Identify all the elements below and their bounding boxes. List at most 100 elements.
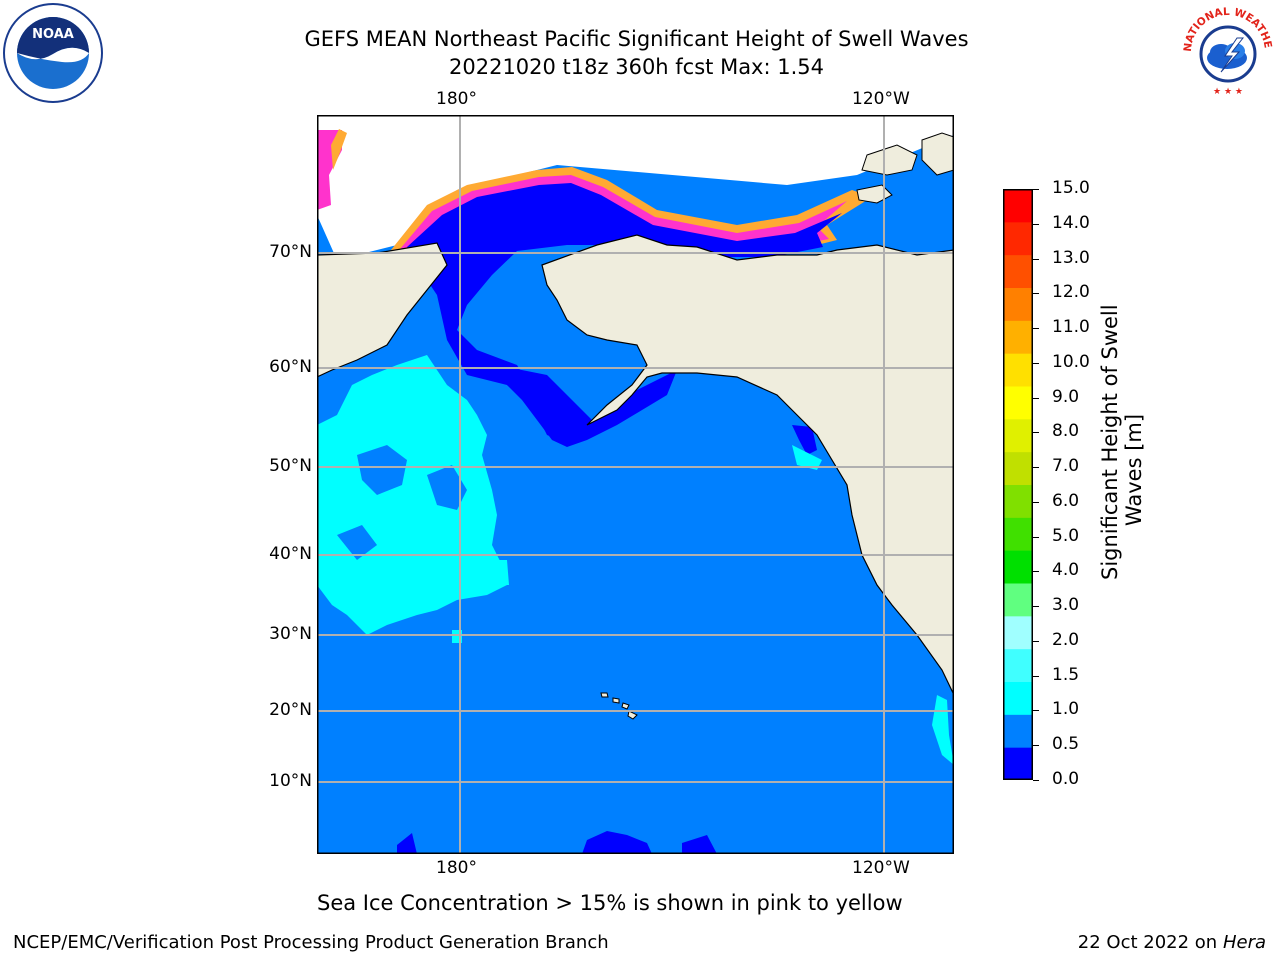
ocean-hole-2 [427, 465, 467, 510]
nws-logo: NATIONAL WEATHER SERVICE ★ ★ ★ [1173, 0, 1279, 102]
svg-text:★ ★ ★: ★ ★ ★ [1213, 87, 1243, 97]
lat-label-20n: 20°N [269, 700, 312, 720]
colorbar-border [1003, 189, 1033, 780]
colorbar-tick-label: 3.0 [1052, 595, 1080, 615]
sea-ice-west-orange [331, 129, 347, 170]
lon-label-bottom-120w: 120°W [852, 858, 910, 878]
colorbar-tick-mark [1033, 676, 1039, 677]
colorbar-title-line1: Significant Height of Swell [1098, 304, 1122, 580]
land-arctic-island-1 [861, 144, 918, 176]
colorbar-tick-label: 12.0 [1052, 282, 1090, 302]
colorbar-tick-label: 10.0 [1052, 352, 1090, 372]
colorbar-swatch [1003, 353, 1033, 387]
colorbar-tick-label: 14.0 [1052, 213, 1090, 233]
colorbar-title: Significant Height of Swell Waves [m] [1098, 304, 1146, 580]
graticule [317, 115, 954, 854]
colorbar-swatch [1003, 615, 1033, 650]
colorbar-swatch [1003, 714, 1033, 748]
colorbar-tick-mark [1033, 224, 1039, 225]
cyan-swell-south [932, 695, 954, 765]
lat-label-70n: 70°N [269, 242, 312, 262]
colorbar-tick-label: 5.0 [1052, 526, 1080, 546]
colorbar-swatch [1003, 517, 1033, 551]
lat-label-60n: 60°N [269, 357, 312, 377]
coastal-low-swell [792, 425, 817, 455]
land-siberia [316, 242, 448, 378]
colorbar-swatch [1003, 418, 1033, 453]
colorbar-tick-label: 0.5 [1052, 734, 1080, 754]
map-panel [316, 115, 955, 854]
polar-region [317, 115, 954, 260]
colorbar-tick-label: 15.0 [1052, 178, 1090, 198]
footer-date: 22 Oct 2022 on Hera [1078, 932, 1266, 953]
south-low-swell [397, 831, 717, 854]
colorbar-tick-label: 1.5 [1052, 665, 1080, 685]
colorbar [1003, 189, 1033, 781]
colorbar-tick-mark [1033, 606, 1039, 607]
colorbar-swatch [1003, 320, 1033, 354]
colorbar-title-line2: Waves [m] [1122, 413, 1146, 527]
colorbar-tick-label: 8.0 [1052, 421, 1080, 441]
colorbar-swatch [1003, 386, 1033, 420]
colorbar-tick-label: 1.0 [1052, 699, 1080, 719]
colorbar-swatch [1003, 484, 1033, 518]
map-border [317, 115, 954, 854]
lat-label-10n: 10°N [269, 771, 312, 791]
colorbar-tick-label: 7.0 [1052, 456, 1080, 476]
colorbar-swatch [1003, 747, 1033, 781]
colorbar-tick-mark [1033, 328, 1039, 329]
lat-label-40n: 40°N [269, 544, 312, 564]
colorbar-tick-label: 2.0 [1052, 630, 1080, 650]
ocean-hole-3 [337, 525, 377, 560]
colorbar-tick-mark [1033, 502, 1039, 503]
footer-branch: NCEP/EMC/Verification Post Processing Pr… [13, 932, 609, 953]
colorbar-tick-mark [1033, 780, 1039, 781]
lat-label-30n: 30°N [269, 624, 312, 644]
colorbar-tick-mark [1033, 710, 1039, 711]
colorbar-swatch [1003, 189, 1033, 223]
noaa-logo: NOAA [2, 2, 104, 104]
colorbar-tick-mark [1033, 745, 1039, 746]
colorbar-tick-mark [1033, 641, 1039, 642]
colorbar-swatch [1003, 681, 1033, 715]
colorbar-tick-mark [1033, 571, 1039, 572]
colorbar-tick-label: 9.0 [1052, 387, 1080, 407]
colorbar-tick-mark [1033, 259, 1039, 260]
colorbar-tick-label: 6.0 [1052, 491, 1080, 511]
colorbar-swatches [1003, 189, 1033, 781]
colorbar-swatch [1003, 254, 1033, 288]
cyan-swell-spot [487, 560, 509, 585]
lon-label-top-120w: 120°W [852, 89, 910, 109]
footer-date-text: 22 Oct 2022 on [1077, 932, 1223, 953]
colorbar-tick-label: 11.0 [1052, 317, 1090, 337]
nws-logo-icon: NATIONAL WEATHER SERVICE ★ ★ ★ [1173, 0, 1276, 99]
map-subtitle: 20221020 t18z 360h fcst Max: 1.54 [449, 55, 824, 79]
land-north-america [541, 234, 955, 696]
sea-ice-caption: Sea Ice Concentration > 15% is shown in … [317, 891, 903, 915]
colorbar-tick-mark [1033, 432, 1039, 433]
lon-label-top-180: 180° [436, 89, 477, 109]
colorbar-tick-label: 4.0 [1052, 560, 1080, 580]
colorbar-tick-label: 13.0 [1052, 248, 1090, 268]
colorbar-tick-mark [1033, 363, 1039, 364]
lat-label-50n: 50°N [269, 456, 312, 476]
map-canvas [316, 115, 955, 854]
land-hawaii [600, 692, 638, 720]
colorbar-swatch [1003, 648, 1033, 682]
colorbar-tick-mark [1033, 293, 1039, 294]
colorbar-tick-mark [1033, 398, 1039, 399]
lon-label-bottom-180: 180° [436, 858, 477, 878]
colorbar-swatch [1003, 287, 1033, 321]
colorbar-swatch [1003, 550, 1033, 584]
colorbar-tick-mark [1033, 537, 1039, 538]
colorbar-swatch [1003, 583, 1033, 617]
colorbar-tick-mark [1033, 189, 1039, 190]
ocean-hole-1 [357, 445, 407, 495]
colorbar-tick-mark [1033, 467, 1039, 468]
noaa-logo-text: NOAA [32, 27, 74, 42]
colorbar-swatch [1003, 221, 1033, 256]
map-title: GEFS MEAN Northeast Pacific Significant … [304, 27, 969, 51]
colorbar-swatch [1003, 451, 1033, 485]
bering-low-swell [497, 365, 677, 447]
noaa-logo-icon: NOAA [3, 3, 103, 103]
